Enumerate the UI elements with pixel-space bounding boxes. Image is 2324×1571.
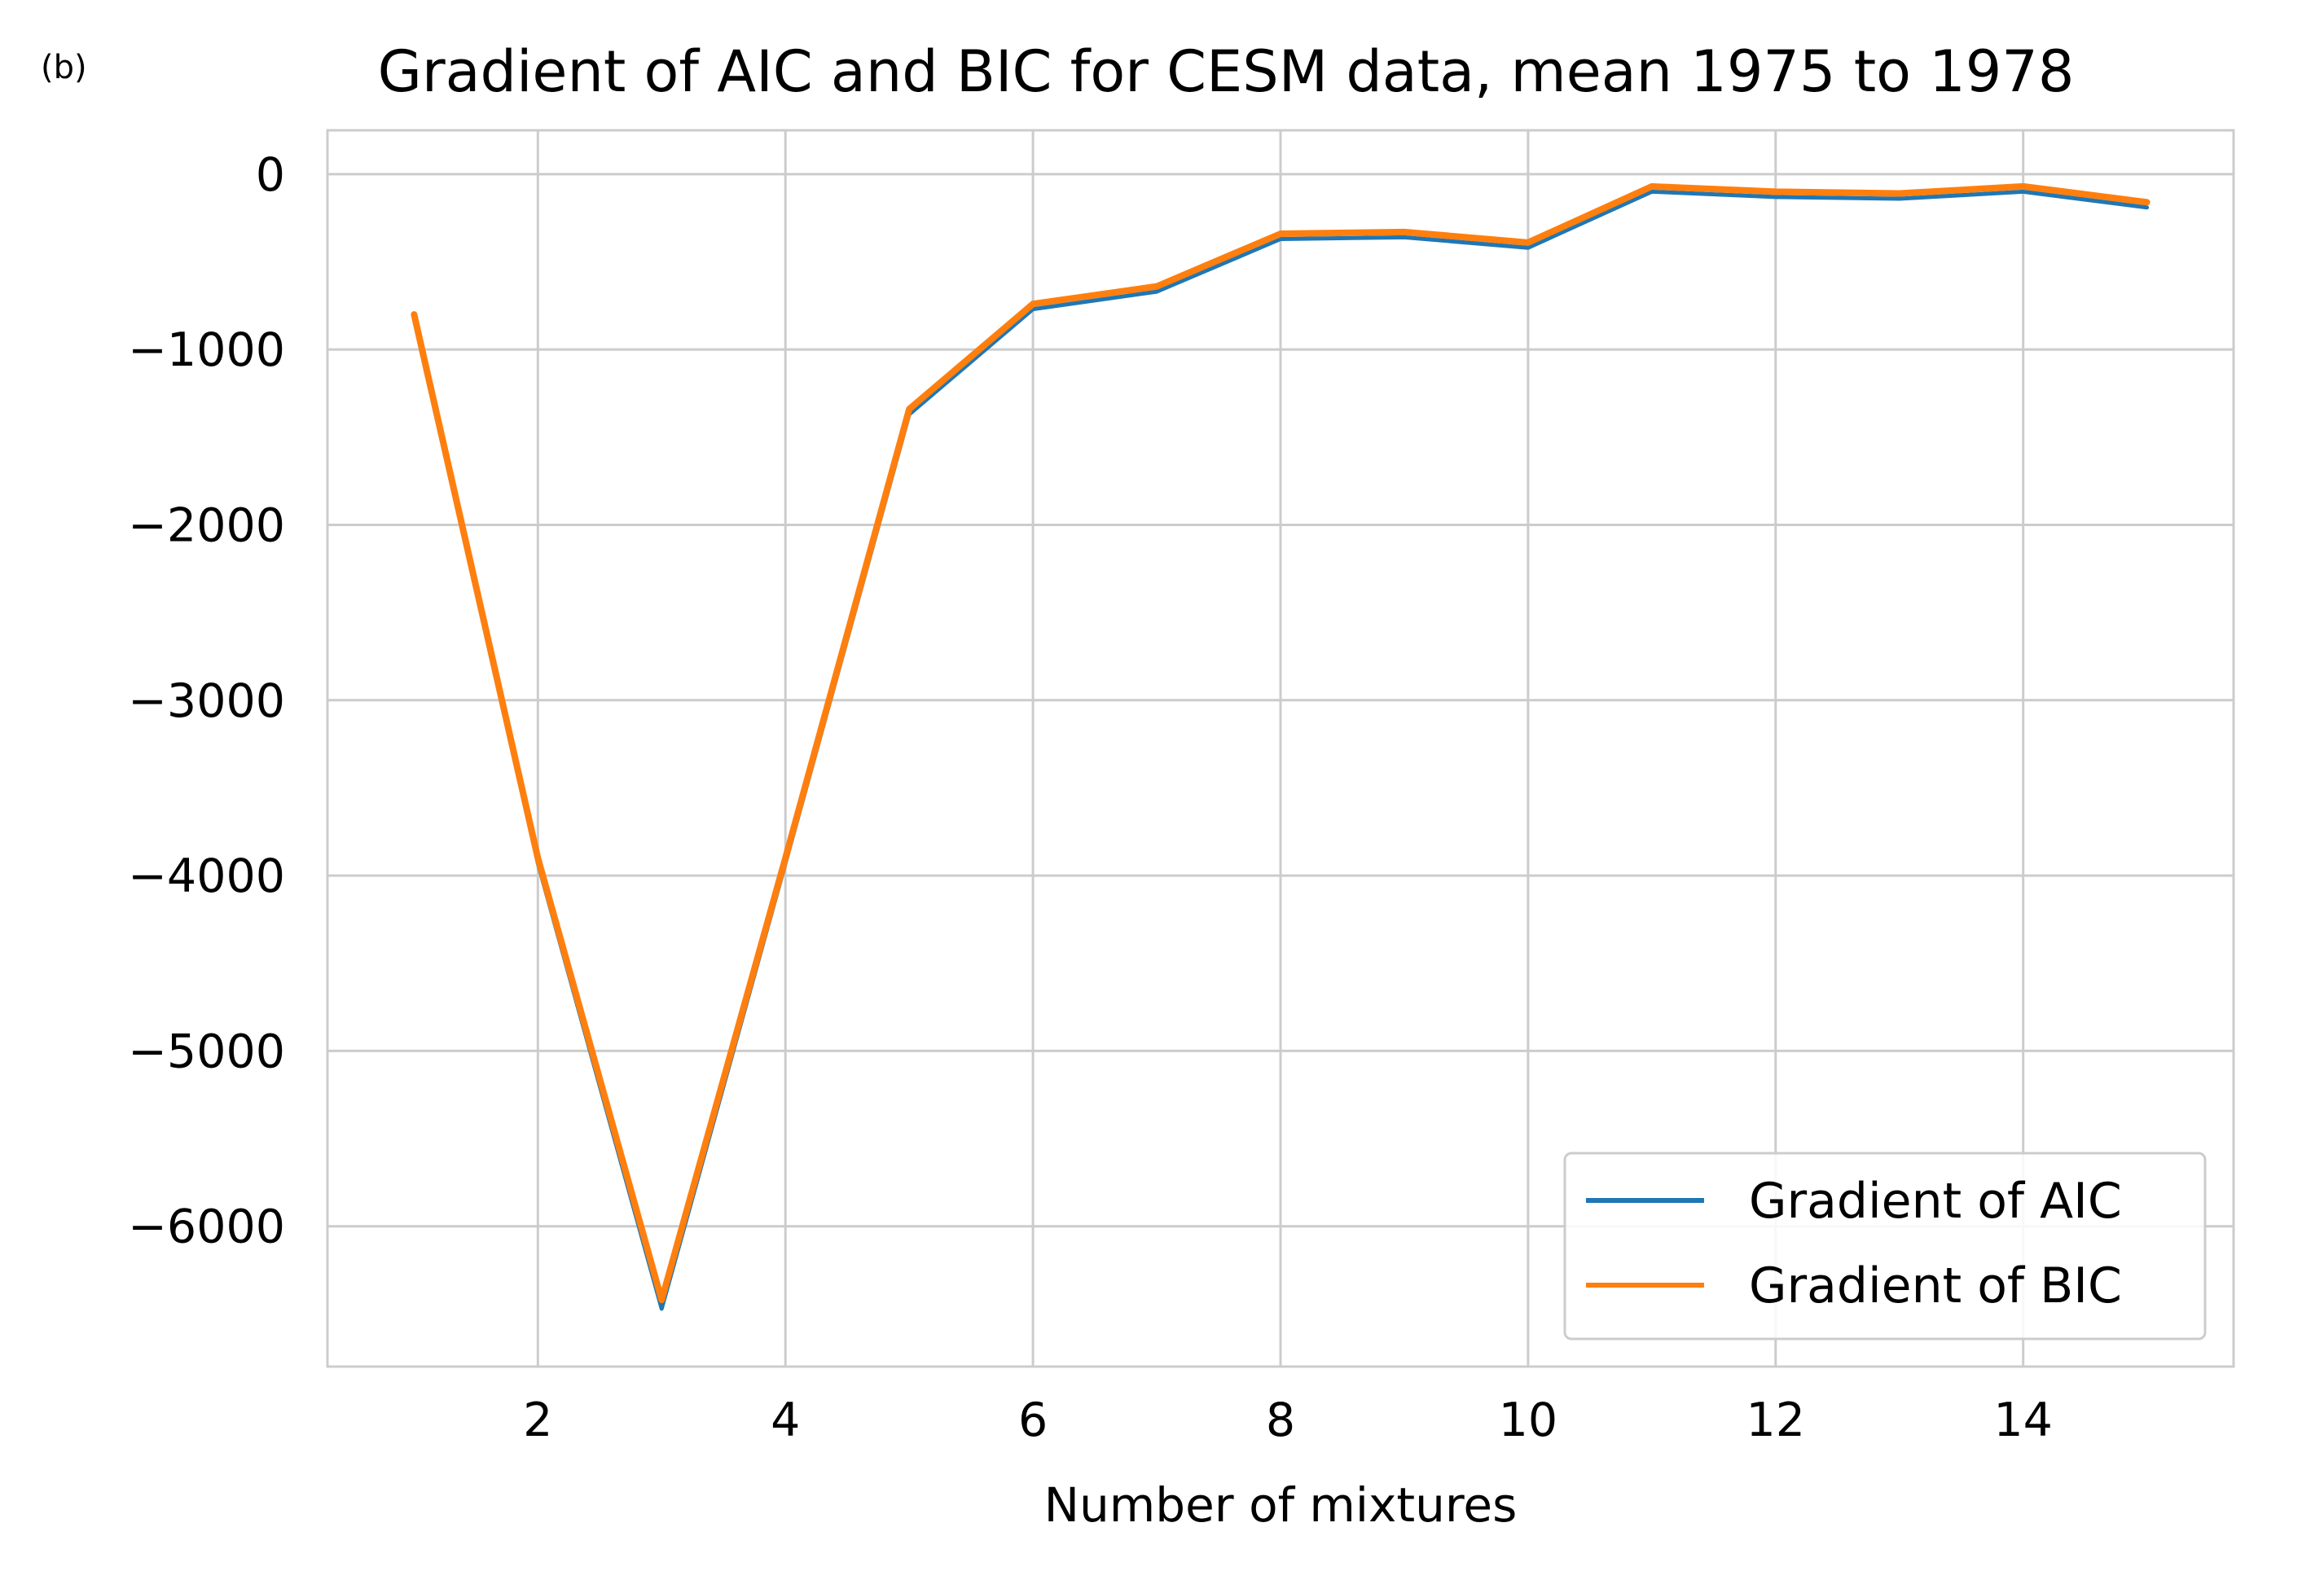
y-tick-label: −2000: [128, 498, 285, 552]
y-tick-label: −4000: [128, 849, 285, 903]
y-tick-label: −6000: [128, 1200, 285, 1254]
x-tick-label: 2: [523, 1393, 552, 1447]
x-tick-label: 6: [1018, 1393, 1048, 1447]
x-axis-label: Number of mixtures: [1044, 1477, 1518, 1533]
x-axis-ticks: 2 4 6 8 10 12 14: [523, 1393, 2053, 1447]
legend: Gradient of AIC Gradient of BIC: [1563, 1152, 2207, 1341]
x-tick-label: 4: [771, 1393, 800, 1447]
chart-title: Gradient of AIC and BIC for CESM data, m…: [378, 38, 2075, 105]
x-tick-label: 8: [1266, 1393, 1295, 1447]
series-line-bic: [411, 182, 2150, 1304]
series-lines: [411, 182, 2150, 1311]
y-axis-ticks: 0 −1000 −2000 −3000 −4000 −5000 −6000: [128, 148, 285, 1254]
legend-label-bic: Gradient of BIC: [1749, 1257, 2122, 1314]
plot-frame: [326, 129, 2235, 1368]
y-tick-label: 0: [256, 148, 285, 202]
x-tick-label: 12: [1746, 1393, 1806, 1447]
y-tick-label: −5000: [128, 1025, 285, 1078]
legend-label-aic: Gradient of AIC: [1749, 1173, 2122, 1230]
x-tick-label: 14: [1993, 1393, 2053, 1447]
y-tick-label: −1000: [128, 323, 285, 377]
x-tick-label: 10: [1499, 1393, 1558, 1447]
legend-box: [1563, 1152, 2207, 1341]
panel-label: (b): [41, 49, 87, 86]
y-tick-label: −3000: [128, 674, 285, 728]
